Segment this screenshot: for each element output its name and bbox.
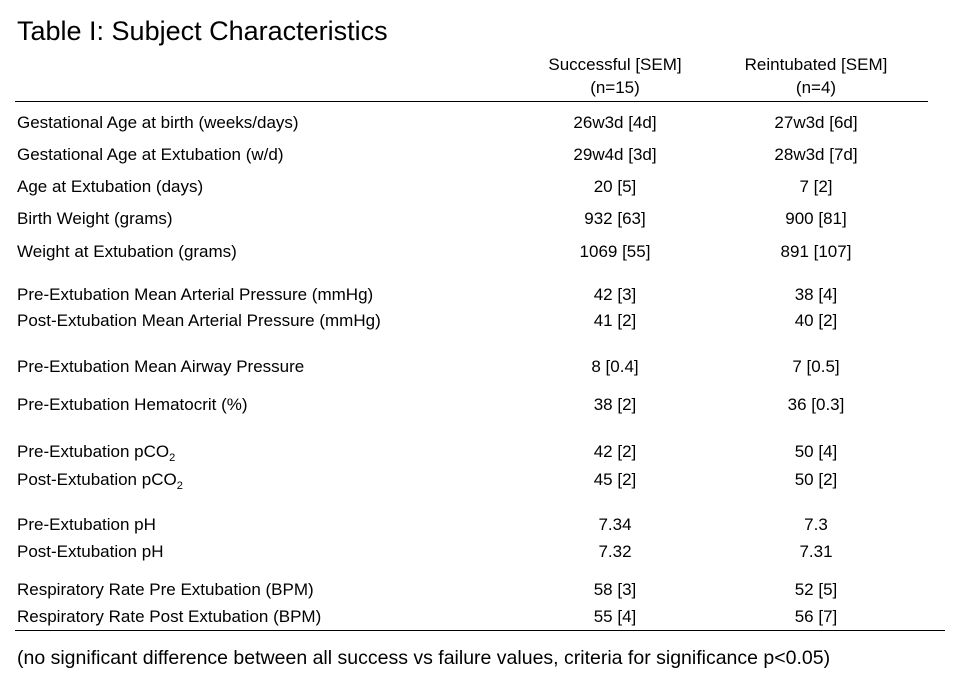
column-header-reintubated: Reintubated [SEM] (n=4) — [716, 53, 916, 99]
table-row: Gestational Age at birth (weeks/days) 26w… — [0, 111, 976, 135]
row-label: Gestational Age at birth (weeks/days) — [17, 111, 299, 135]
row-label-text: Pre-Extubation pCO — [17, 442, 170, 461]
cell-reintubated: 50 [2] — [794, 470, 838, 489]
row-label: Pre-Extubation pCO2 — [17, 440, 175, 464]
row-label-subscript: 2 — [169, 452, 176, 464]
cell-successful: 26w3d [4d] — [573, 113, 657, 132]
table-row: Gestational Age at Extubation (w/d) 29w4d… — [0, 143, 976, 167]
cell-successful: 38 [2] — [593, 395, 637, 414]
table-row: Pre-Extubation Mean Arterial Pressure (m… — [0, 283, 976, 307]
table-row: Respiratory Rate Pre Extubation (BPM) 58 … — [0, 578, 976, 602]
cell-reintubated: 7.31 — [799, 542, 833, 561]
row-label-text: Weight at Extubation (grams) — [17, 242, 237, 261]
table-row: Post-Extubation pH 7.32 7.31 — [0, 540, 976, 564]
row-label-text: Respiratory Rate Post Extubation (BPM) — [17, 607, 322, 626]
column-header-successful-n: (n=15) — [590, 78, 640, 97]
column-header-successful: Successful [SEM] (n=15) — [515, 53, 715, 99]
table-row: Respiratory Rate Post Extubation (BPM) 55… — [0, 605, 976, 629]
row-label: Post-Extubation pH — [17, 540, 163, 564]
table-row: Pre-Extubation pCO2 42 [2] 50 [4] — [0, 440, 976, 464]
cell-reintubated: 891 [107] — [780, 242, 852, 261]
cell-reintubated: 28w3d [7d] — [774, 145, 858, 164]
row-label: Pre-Extubation Mean Arterial Pressure (m… — [17, 283, 373, 307]
row-label: Post-Extubation pCO2 — [17, 468, 183, 492]
row-label-text: Age at Extubation (days) — [17, 177, 204, 196]
cell-successful: 20 [5] — [593, 177, 637, 196]
cell-successful: 42 [2] — [593, 442, 637, 461]
cell-reintubated: 27w3d [6d] — [774, 113, 858, 132]
cell-reintubated: 56 [7] — [794, 607, 838, 626]
row-label: Respiratory Rate Post Extubation (BPM) — [17, 605, 321, 629]
cell-reintubated: 36 [0.3] — [787, 395, 845, 414]
cell-successful: 45 [2] — [593, 470, 637, 489]
cell-reintubated: 50 [4] — [794, 442, 838, 461]
row-label: Pre-Extubation pH — [17, 513, 156, 537]
column-header-reintubated-n: (n=4) — [795, 78, 837, 97]
cell-successful: 55 [4] — [593, 607, 637, 626]
header-divider — [15, 101, 928, 102]
row-label-text: Birth Weight (grams) — [17, 209, 173, 228]
row-label: Weight at Extubation (grams) — [17, 240, 237, 264]
cell-successful: 8 [0.4] — [591, 357, 639, 376]
table-footnote: (no significant difference between all s… — [17, 647, 831, 669]
cell-successful: 42 [3] — [593, 285, 637, 304]
column-header-successful-name: Successful [SEM] — [548, 55, 682, 74]
cell-reintubated: 900 [81] — [785, 209, 847, 228]
table-row: Age at Extubation (days) 20 [5] 7 [2] — [0, 175, 976, 199]
cell-successful: 932 [63] — [584, 209, 646, 228]
row-label-text: Pre-Extubation Mean Airway Pressure — [17, 357, 305, 376]
row-label-text: Post-Extubation pCO — [17, 470, 177, 489]
row-label-text: Gestational Age at birth (weeks/days) — [17, 113, 299, 132]
table-row: Pre-Extubation Hematocrit (%) 38 [2] 36 [0… — [0, 393, 976, 417]
cell-successful: 58 [3] — [593, 580, 637, 599]
table-row: Birth Weight (grams) 932 [63] 900 [81] — [0, 207, 976, 231]
row-label-text: Respiratory Rate Pre Extubation (BPM) — [17, 580, 314, 599]
cell-reintubated: 7 [0.5] — [792, 357, 840, 376]
cell-successful: 29w4d [3d] — [573, 145, 657, 164]
table-row: Pre-Extubation pH 7.34 7.3 — [0, 513, 976, 537]
table-bottom-divider — [15, 630, 945, 631]
cell-successful: 7.32 — [598, 542, 632, 561]
row-label-subscript: 2 — [176, 480, 183, 492]
cell-reintubated: 40 [2] — [794, 311, 838, 330]
cell-successful: 1069 [55] — [579, 242, 651, 261]
column-header-reintubated-name: Reintubated [SEM] — [744, 55, 888, 74]
row-label: Post-Extubation Mean Arterial Pressure (… — [17, 309, 381, 333]
row-label: Respiratory Rate Pre Extubation (BPM) — [17, 578, 314, 602]
row-label-text: Post-Extubation pH — [17, 542, 164, 561]
table-row: Weight at Extubation (grams) 1069 [55] 891… — [0, 240, 976, 264]
row-label-text: Gestational Age at Extubation (w/d) — [17, 145, 284, 164]
table-row: Post-Extubation Mean Arterial Pressure (… — [0, 309, 976, 333]
row-label-text: Pre-Extubation pH — [17, 515, 156, 534]
cell-successful: 41 [2] — [593, 311, 637, 330]
cell-successful: 7.34 — [598, 515, 632, 534]
cell-reintubated: 7.3 — [804, 515, 828, 534]
row-label-text: Pre-Extubation Hematocrit (%) — [17, 395, 248, 414]
row-label: Birth Weight (grams) — [17, 207, 173, 231]
row-label-text: Post-Extubation Mean Arterial Pressure (… — [17, 311, 381, 330]
table-title: Table I: Subject Characteristics — [17, 16, 388, 46]
cell-reintubated: 7 [2] — [799, 177, 833, 196]
table-row: Post-Extubation pCO2 45 [2] 50 [2] — [0, 468, 976, 492]
cell-reintubated: 52 [5] — [794, 580, 838, 599]
cell-reintubated: 38 [4] — [794, 285, 838, 304]
row-label-text: Pre-Extubation Mean Arterial Pressure (m… — [17, 285, 374, 304]
row-label: Age at Extubation (days) — [17, 175, 203, 199]
row-label: Gestational Age at Extubation (w/d) — [17, 143, 284, 167]
row-label: Pre-Extubation Hematocrit (%) — [17, 393, 248, 417]
row-label: Pre-Extubation Mean Airway Pressure — [17, 355, 304, 379]
table-row: Pre-Extubation Mean Airway Pressure 8 [0.… — [0, 355, 976, 379]
